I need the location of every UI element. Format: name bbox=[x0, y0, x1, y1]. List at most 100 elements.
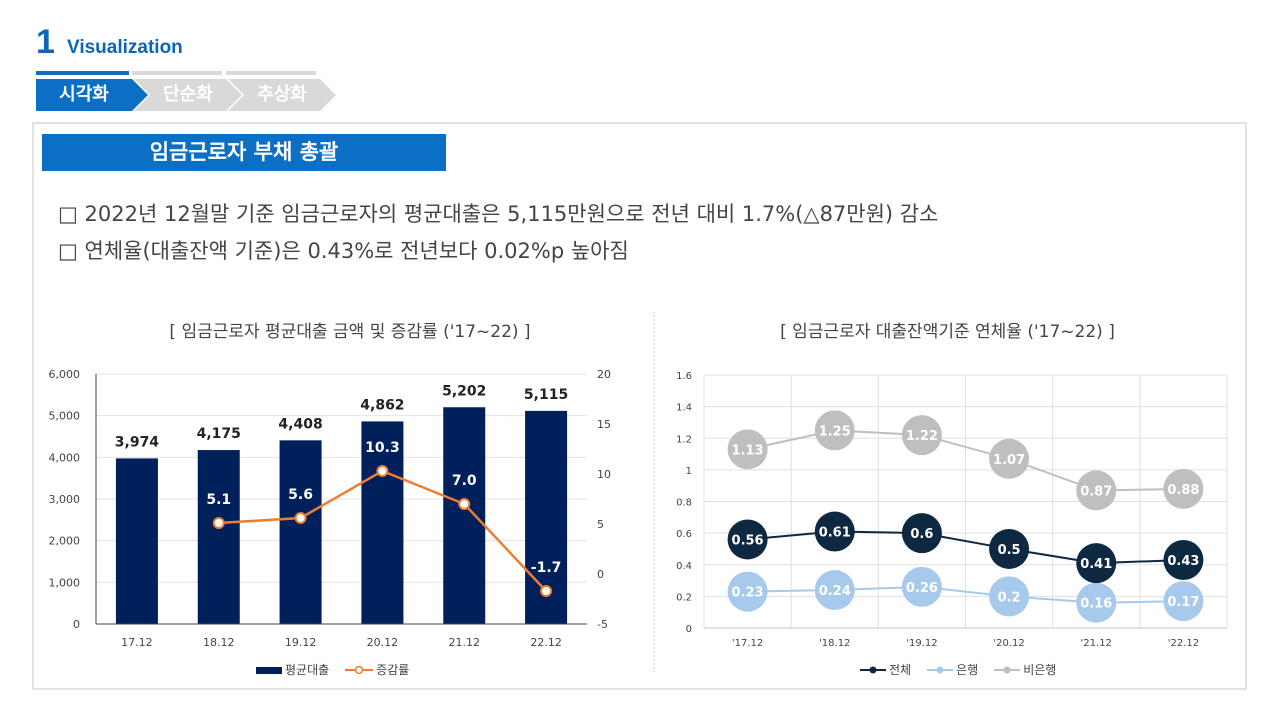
data-point-label: 1.22 bbox=[906, 429, 938, 444]
x-tick-label: 18.12 bbox=[203, 636, 235, 649]
data-point-bubble bbox=[1076, 582, 1117, 623]
y-left-tick-label: 3,000 bbox=[49, 493, 81, 506]
step-label: 시각화 bbox=[59, 84, 109, 105]
data-point-label: 0.43 bbox=[1167, 554, 1199, 569]
bar-value-label: 5,115 bbox=[524, 387, 568, 403]
bar-value-label: 3,974 bbox=[115, 434, 160, 450]
bar bbox=[115, 458, 158, 624]
change-rate-label: -1.7 bbox=[531, 560, 562, 576]
data-point-label: 0.17 bbox=[1167, 595, 1199, 610]
change-rate-point bbox=[212, 517, 225, 529]
bar bbox=[197, 450, 240, 624]
y-right-tick-label: 20 bbox=[597, 368, 611, 381]
section-title: Visualization bbox=[67, 37, 183, 58]
y-left-tick-label: 2,000 bbox=[49, 535, 81, 548]
legend-item-average-loan: 평균대출 bbox=[256, 661, 329, 678]
bullet-average-loan: □ 2022년 12월말 기준 임금근로자의 평균대출은 5,115만원으로 전… bbox=[58, 202, 939, 226]
x-tick-label: '22.12 bbox=[1168, 638, 1199, 649]
legend-item-total: 전체 bbox=[860, 661, 911, 678]
legend-label: 비은행 bbox=[1023, 663, 1057, 677]
y-tick-label: 1.6 bbox=[676, 371, 692, 382]
y-tick-label: 1 bbox=[686, 466, 692, 477]
x-tick-label: '21.12 bbox=[1081, 638, 1112, 649]
y-left-tick-label: 1,000 bbox=[49, 576, 81, 589]
data-point-bubble bbox=[1076, 543, 1117, 584]
bar-value-label: 4,862 bbox=[360, 397, 404, 413]
data-point-bubble bbox=[814, 570, 855, 611]
bar bbox=[279, 440, 322, 624]
legend-line-swatch bbox=[994, 666, 1021, 673]
right-chart-legend: 전체 은행 비은행 bbox=[860, 661, 1066, 678]
step-arrow-shape bbox=[134, 79, 242, 111]
bullet-delinquency-rate: □ 연체율(대출잔액 기준)은 0.43%로 전년보다 0.02%p 높아짐 bbox=[58, 239, 629, 263]
change-rate-point bbox=[540, 585, 553, 597]
data-point-bubble bbox=[989, 576, 1030, 617]
y-right-tick-label: 10 bbox=[597, 468, 611, 481]
data-point-bubble bbox=[1163, 581, 1204, 622]
data-point-bubble bbox=[1076, 470, 1117, 511]
legend-label: 전체 bbox=[889, 663, 912, 677]
data-point-bubble bbox=[989, 528, 1030, 569]
data-point-label: 0.88 bbox=[1167, 483, 1199, 498]
legend-line-swatch bbox=[860, 666, 886, 673]
x-tick-label: 17.12 bbox=[121, 636, 153, 649]
change-rate-label: 5.1 bbox=[206, 492, 231, 508]
data-point-label: 0.5 bbox=[998, 543, 1021, 558]
data-point-bubble bbox=[901, 513, 942, 554]
change-rate-label: 10.3 bbox=[365, 440, 400, 456]
card-title: 임금근로자 부채 총괄 bbox=[42, 134, 446, 171]
data-point-label: 0.2 bbox=[998, 590, 1021, 605]
change-rate-point bbox=[458, 498, 471, 510]
data-point-label: 0.16 bbox=[1080, 597, 1112, 612]
data-point-bubble bbox=[814, 410, 855, 451]
y-left-tick-label: 5,000 bbox=[49, 410, 81, 423]
left-chart-legend: 평균대출 증감률 bbox=[256, 661, 419, 678]
x-tick-label: 21.12 bbox=[449, 636, 481, 649]
legend-item-bank: 은행 bbox=[927, 661, 978, 678]
legend-label: 은행 bbox=[956, 663, 979, 677]
data-point-bubble bbox=[1163, 468, 1204, 509]
bar-value-label: 5,202 bbox=[442, 383, 486, 399]
x-tick-label: 20.12 bbox=[367, 636, 399, 649]
y-tick-label: 1.2 bbox=[676, 434, 692, 445]
data-point-label: 1.07 bbox=[993, 453, 1025, 468]
data-point-bubble bbox=[727, 571, 768, 612]
data-point-label: 0.6 bbox=[910, 527, 933, 542]
data-point-bubble bbox=[901, 566, 942, 607]
y-tick-label: 0.4 bbox=[676, 561, 692, 572]
bar-value-label: 4,408 bbox=[278, 416, 322, 432]
data-point-bubble bbox=[989, 438, 1030, 479]
step-label: 추상화 bbox=[257, 84, 307, 105]
y-left-tick-label: 4,000 bbox=[49, 451, 81, 464]
x-tick-label: 22.12 bbox=[530, 636, 562, 649]
data-point-bubble bbox=[727, 429, 768, 470]
step-label: 단순화 bbox=[163, 84, 213, 105]
data-point-label: 0.41 bbox=[1080, 557, 1112, 572]
bar bbox=[361, 421, 404, 624]
change-rate-label: 5.6 bbox=[288, 487, 313, 503]
legend-label: 증감률 bbox=[376, 663, 410, 677]
chart-divider bbox=[653, 312, 655, 672]
x-tick-label: '17.12 bbox=[732, 638, 763, 649]
data-point-label: 0.26 bbox=[906, 581, 938, 596]
legend-item-change-rate: 증감률 bbox=[345, 661, 409, 678]
y-right-tick-label: 15 bbox=[597, 418, 611, 431]
step-indicator-active bbox=[36, 71, 129, 75]
data-point-bubble bbox=[901, 415, 942, 456]
section-number: 1 bbox=[36, 23, 55, 61]
step-simplify[interactable]: 단순화 bbox=[134, 79, 242, 111]
legend-bar-swatch bbox=[256, 666, 282, 674]
step-abstract[interactable]: 추상화 bbox=[228, 79, 336, 111]
y-tick-label: 0.8 bbox=[676, 498, 692, 509]
x-tick-label: '20.12 bbox=[993, 638, 1024, 649]
step-visualize[interactable]: 시각화 bbox=[36, 79, 148, 111]
legend-item-nonbank: 비은행 bbox=[994, 661, 1056, 678]
y-tick-label: 0.6 bbox=[676, 529, 692, 540]
bar-value-label: 4,175 bbox=[197, 426, 241, 442]
step-indicator bbox=[226, 71, 316, 75]
y-right-tick-label: 0 bbox=[597, 568, 604, 581]
x-tick-label: '19.12 bbox=[906, 638, 937, 649]
legend-label: 평균대출 bbox=[285, 663, 330, 677]
y-right-tick-label: -5 bbox=[597, 618, 608, 631]
